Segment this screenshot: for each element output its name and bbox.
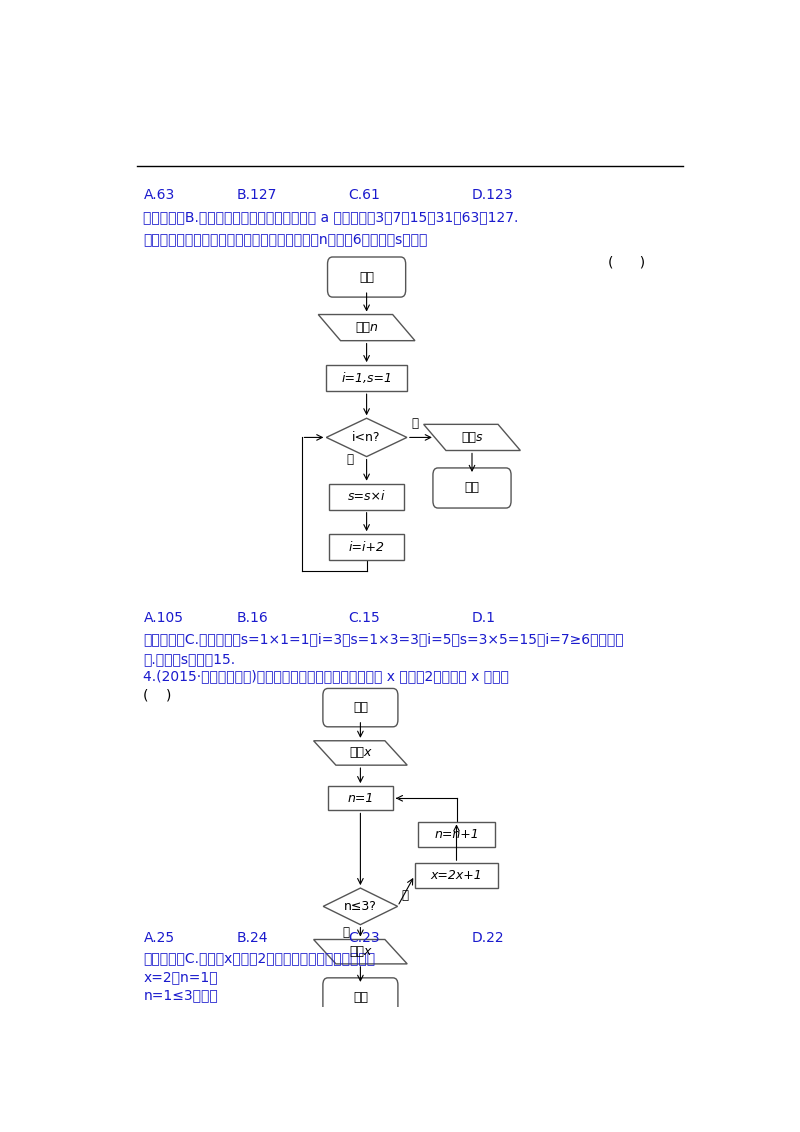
FancyBboxPatch shape [433, 468, 511, 508]
Polygon shape [314, 740, 407, 765]
Text: 输出s: 输出s [462, 431, 482, 444]
Text: 输入n: 输入n [355, 321, 378, 334]
Text: x=2，n=1，: x=2，n=1， [143, 970, 218, 984]
Text: 4.(2015·海淡高一检测)执行如图所示的程序框图，若输入 x 的値为2，则输出 x 的値为: 4.(2015·海淡高一检测)执行如图所示的程序框图，若输入 x 的値为2，则输… [143, 669, 510, 684]
Text: 开始: 开始 [353, 701, 368, 714]
Text: D.22: D.22 [472, 931, 505, 945]
Text: 结束: 结束 [353, 990, 368, 1004]
Text: 结束: 结束 [465, 481, 479, 495]
Text: 是: 是 [402, 890, 408, 902]
Text: D.123: D.123 [472, 188, 514, 203]
Text: C.15: C.15 [348, 611, 380, 625]
Polygon shape [318, 315, 415, 341]
Bar [418, 822, 495, 847]
Text: 【解析】选C.若输入x的値为2，该程序框图的运行过程是：: 【解析】选C.若输入x的値为2，该程序框图的运行过程是： [143, 951, 375, 964]
FancyBboxPatch shape [323, 688, 398, 727]
Text: 是: 是 [346, 453, 353, 466]
Text: B.24: B.24 [237, 931, 268, 945]
Text: 环.故输击s的値为15.: 环.故输击s的値为15. [143, 652, 235, 666]
Polygon shape [326, 418, 407, 456]
Text: i=1,s=1: i=1,s=1 [341, 371, 392, 385]
Text: (      ): ( ) [608, 255, 646, 269]
Text: 【解析】选C.执行过程为s=1×1=1，i=3；s=1×3=3，i=5；s=3×5=15，i=7≥6，跳出循: 【解析】选C.执行过程为s=1×1=1，i=3；s=1×3=3，i=5；s=3×… [143, 633, 624, 646]
Text: 输出x: 输出x [350, 945, 371, 958]
Text: i<n?: i<n? [352, 431, 381, 444]
Bar [414, 863, 498, 887]
Text: n=1: n=1 [347, 791, 374, 805]
Text: 【解析】选B.由程序框图知，循环体被执行后 a 的値依次为3，7，15，31，63，127.: 【解析】选B.由程序框图知，循环体被执行后 a 的値依次为3，7，15，31，6… [143, 209, 518, 224]
Text: n≤3?: n≤3? [344, 900, 377, 912]
Text: B.127: B.127 [237, 188, 277, 203]
Bar [330, 534, 404, 560]
Text: D.1: D.1 [472, 611, 496, 625]
Text: A.105: A.105 [143, 611, 183, 625]
Text: 开始: 开始 [359, 271, 374, 283]
Text: A.25: A.25 [143, 931, 174, 945]
Text: i=i+2: i=i+2 [349, 541, 385, 554]
Text: x=2x+1: x=2x+1 [430, 869, 482, 882]
Text: 否: 否 [412, 417, 419, 430]
Text: C.61: C.61 [348, 188, 380, 203]
Bar [326, 366, 407, 392]
Bar [330, 483, 404, 509]
Polygon shape [424, 424, 520, 451]
Text: 输入x: 输入x [350, 746, 371, 760]
Text: C.23: C.23 [348, 931, 380, 945]
Text: 否: 否 [342, 926, 350, 940]
Text: A.63: A.63 [143, 188, 174, 203]
Text: n=n+1: n=n+1 [434, 827, 479, 841]
Text: s=s×i: s=s×i [348, 490, 386, 504]
Text: B.16: B.16 [237, 611, 268, 625]
Polygon shape [314, 940, 407, 964]
Text: n=1≤3成立，: n=1≤3成立， [143, 988, 218, 1002]
Text: 【补偷训练】执行如图所示的程序框图，若输入n的値为6，则输击s的値为: 【补偷训练】执行如图所示的程序框图，若输入n的値为6，则输击s的値为 [143, 232, 428, 246]
Polygon shape [323, 889, 398, 925]
FancyBboxPatch shape [323, 978, 398, 1017]
Bar [328, 786, 393, 811]
Text: (    ): ( ) [143, 688, 172, 703]
FancyBboxPatch shape [327, 257, 406, 297]
